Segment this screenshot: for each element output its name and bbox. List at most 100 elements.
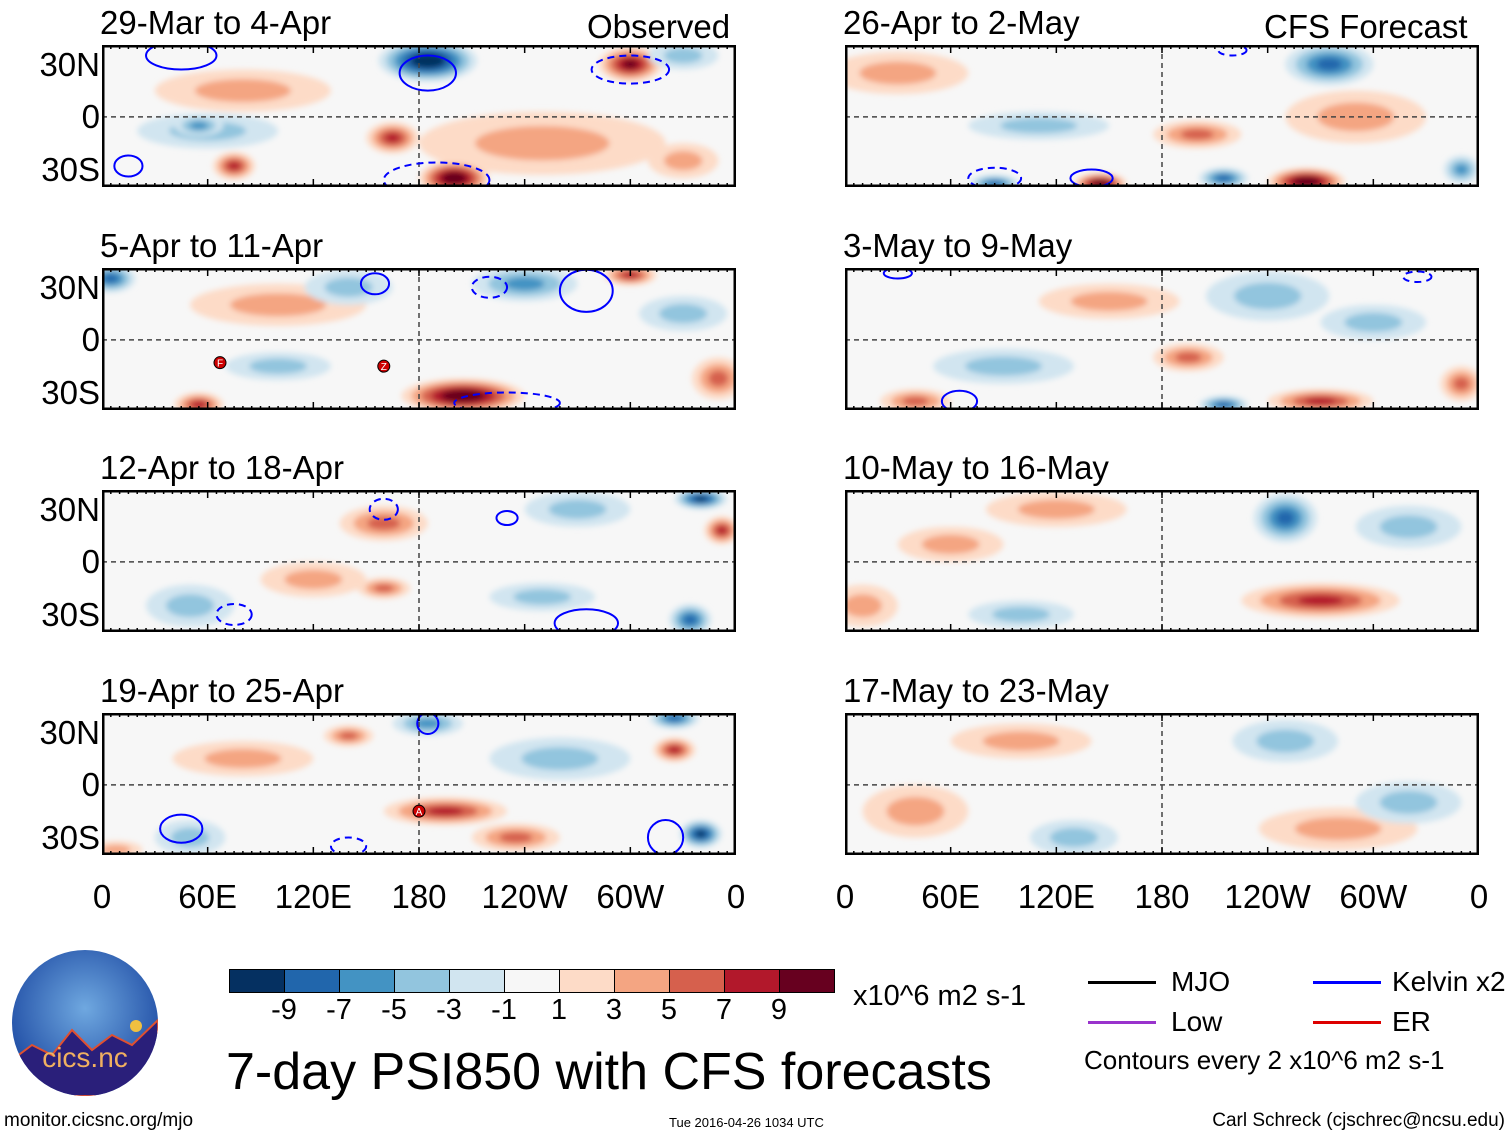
anomaly-contour-fill	[1316, 58, 1342, 71]
kelvin-contour	[416, 713, 440, 736]
storm-label: Z	[381, 362, 387, 373]
lon-tick-label: 120W	[1224, 878, 1311, 915]
storm-marker	[377, 359, 391, 373]
panel-frame	[102, 713, 736, 855]
map-plot	[845, 713, 1479, 855]
colorbar-swatch	[779, 969, 835, 993]
anomaly-contour-fill	[623, 60, 638, 69]
storm-marker	[412, 804, 426, 818]
map-panel	[845, 268, 1479, 410]
colorbar-tick-label: 7	[715, 994, 733, 1026]
anomaly-contour-fill	[1454, 164, 1468, 175]
map-plot	[845, 268, 1479, 410]
kelvin-contour	[470, 275, 509, 299]
lon-tick-label: 180	[391, 878, 447, 915]
colorbar-swatch	[229, 969, 285, 993]
lat-tick-label: 0	[81, 321, 100, 358]
lat-tick-label: 30N	[39, 269, 100, 306]
panel-frame	[845, 268, 1479, 410]
anomaly-contour-fill	[228, 161, 241, 170]
footer-url[interactable]: monitor.cicsnc.org/mjo	[4, 1110, 194, 1131]
anomaly-contour-fill	[902, 396, 929, 406]
anomaly-contour-fill	[418, 56, 438, 65]
anomaly-contour-fill	[1234, 282, 1302, 310]
legend-low-label: Low	[1171, 1006, 1223, 1037]
anomaly-contour-fill	[1453, 377, 1470, 391]
anomaly-contour-fill	[189, 121, 209, 130]
kelvin-contour	[382, 161, 491, 187]
lon-tick-label: 120E	[1017, 878, 1095, 915]
anomaly-contour-fill	[684, 615, 697, 625]
kelvin-contour	[940, 389, 979, 410]
cics-logo: cics.nc	[12, 950, 158, 1096]
map-plot	[845, 45, 1479, 187]
lon-tick-label: 0	[92, 878, 112, 915]
anomaly-contour-fill	[548, 499, 607, 519]
anomaly-contour-fill	[992, 606, 1050, 623]
colorbar-swatch	[394, 969, 450, 993]
map-plot	[102, 490, 736, 632]
anomaly-contour-fill	[1000, 117, 1078, 134]
lon-tick-label: 120E	[274, 878, 352, 915]
kelvin-contour	[646, 818, 685, 855]
anomaly-contour-fill	[1216, 175, 1231, 182]
kelvin-contour	[215, 602, 253, 626]
panel-frame	[845, 45, 1479, 187]
anomaly-contour-fill	[1175, 352, 1202, 363]
panel-title: 26-Apr to 2-May	[843, 4, 1080, 41]
lat-tick-label: 30N	[39, 714, 100, 751]
storm-label: A	[416, 807, 423, 818]
map-panel: A	[102, 713, 736, 855]
kelvin-contour	[1069, 168, 1114, 187]
lon-tick-label: 0	[726, 878, 746, 915]
anomaly-contour-fill	[1216, 402, 1231, 408]
anomaly-contour-fill	[1070, 291, 1148, 311]
colorbar-swatch	[724, 969, 780, 993]
anomaly-contour-fill	[521, 747, 599, 771]
kelvin-contour	[145, 45, 218, 71]
anomaly-contour-fill	[191, 401, 206, 409]
anomaly-contour-fill	[170, 827, 210, 848]
anomaly-contour-fill	[339, 731, 358, 740]
forecast-label: CFS Forecast	[1264, 8, 1468, 45]
map-panel	[102, 490, 736, 632]
panel-frame	[102, 45, 736, 187]
colorbar-swatch	[504, 969, 560, 993]
anomaly-contour-fill	[1017, 499, 1095, 519]
lat-tick-label: 30S	[41, 596, 100, 633]
anomaly-contour-fill	[499, 832, 533, 843]
lat-tick-label: 30N	[39, 46, 100, 83]
anomaly-contour-fill	[373, 584, 394, 593]
anomaly-contour-fill	[708, 370, 729, 387]
anomaly-contour-fill	[427, 807, 464, 816]
lat-tick-label: 0	[81, 766, 100, 803]
panel-title: 17-May to 23-May	[843, 672, 1109, 709]
panel-title: 12-Apr to 18-Apr	[100, 449, 344, 486]
anomaly-contour-fill	[1180, 129, 1214, 140]
anomaly-contour-fill	[367, 516, 401, 530]
legend-er-label: ER	[1392, 1006, 1431, 1037]
kelvin-contour	[553, 608, 619, 632]
anomaly-contour-fill	[668, 746, 681, 754]
anomaly-contour-fill	[447, 174, 462, 182]
panel-frame	[845, 490, 1479, 632]
lat-tick-label: 30N	[39, 491, 100, 528]
anomaly-contour-fill	[716, 526, 727, 535]
map-panel	[102, 45, 736, 187]
kelvin-contour	[1402, 270, 1433, 284]
legend-mjo-label: MJO	[1171, 966, 1231, 997]
anomaly-contour-fill	[1294, 817, 1382, 841]
anomaly-contour-fill	[1379, 515, 1438, 539]
anomaly-contour-fill	[1256, 729, 1315, 753]
colorbar-tick-label: 5	[660, 994, 678, 1026]
kelvin-contour	[398, 54, 457, 92]
lat-tick-label: 30S	[41, 151, 100, 188]
anomaly-contour-fill	[921, 534, 980, 554]
anomaly-contour-fill	[284, 569, 343, 589]
colorbar-tick-label: 9	[770, 994, 788, 1026]
anomaly-contour-fill	[1305, 397, 1336, 405]
anomaly-contour-fill	[845, 594, 882, 618]
